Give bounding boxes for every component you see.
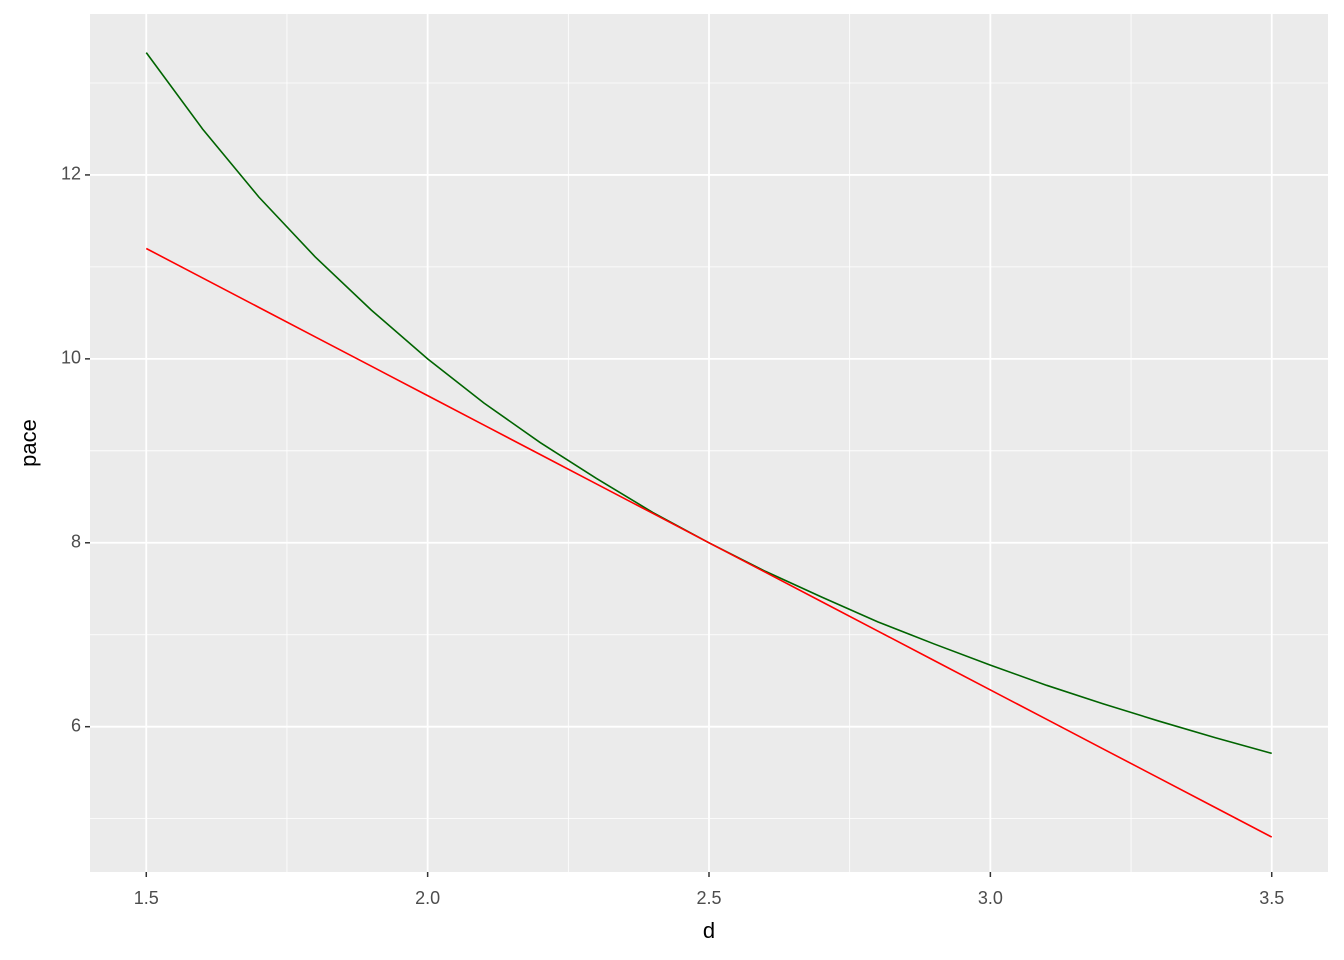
y-tick-label: 10 <box>61 348 81 368</box>
x-tick-label: 3.5 <box>1259 888 1284 908</box>
x-tick-label: 2.5 <box>696 888 721 908</box>
y-tick-label: 6 <box>71 715 81 735</box>
x-axis-title: d <box>703 918 715 943</box>
x-tick-label: 1.5 <box>134 888 159 908</box>
y-tick-label: 12 <box>61 164 81 184</box>
y-axis-title: pace <box>16 419 41 467</box>
y-tick-label: 8 <box>71 532 81 552</box>
series-line <box>145 247 1273 838</box>
x-tick-label: 3.0 <box>978 888 1003 908</box>
x-tick-label: 2.0 <box>415 888 440 908</box>
